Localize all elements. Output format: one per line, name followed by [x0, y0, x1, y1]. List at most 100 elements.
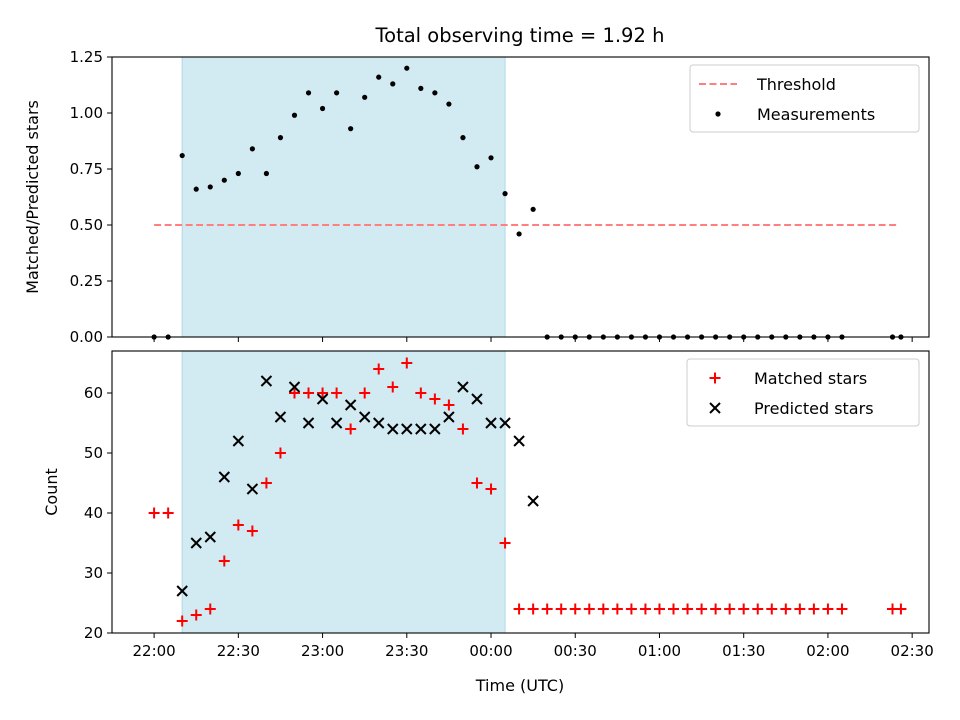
- x-axis-label: Time (UTC): [475, 676, 564, 695]
- data-point: [288, 387, 300, 399]
- data-point: [303, 387, 315, 399]
- data-point: [766, 603, 778, 615]
- y-tick-label: 1.00: [70, 104, 103, 122]
- data-point: [822, 603, 834, 615]
- x-tick-label: 02:00: [806, 642, 849, 660]
- data-point: [530, 206, 536, 212]
- data-point: [358, 411, 371, 423]
- legend-label: Threshold: [756, 75, 836, 94]
- legend-handle: [709, 402, 721, 414]
- data-point: [344, 399, 357, 411]
- x-tick-label: 22:00: [132, 642, 175, 660]
- chart-title: Total observing time = 1.92 h: [375, 24, 665, 47]
- data-point: [274, 447, 286, 459]
- data-point: [148, 507, 160, 519]
- data-point: [583, 603, 595, 615]
- y-tick-label: 50: [84, 444, 103, 462]
- data-point: [179, 152, 185, 159]
- series-1: [176, 375, 539, 597]
- data-point: [499, 537, 511, 549]
- data-point: [404, 65, 410, 71]
- y-tick-label: 0.00: [70, 328, 103, 346]
- data-point: [246, 483, 259, 495]
- x-tick-label: 23:00: [301, 642, 344, 660]
- data-point: [316, 393, 329, 405]
- data-point: [190, 609, 202, 621]
- data-point: [639, 603, 651, 615]
- data-point: [429, 423, 441, 435]
- legend-handle: [709, 372, 721, 384]
- data-point: [527, 495, 539, 507]
- data-point: [474, 164, 480, 170]
- y-tick-label: 0.50: [70, 216, 103, 234]
- data-point: [218, 471, 231, 483]
- data-point: [305, 90, 312, 96]
- legend-label: Measurements: [757, 105, 875, 124]
- data-point: [362, 94, 368, 100]
- data-point: [331, 387, 343, 399]
- data-point: [359, 387, 371, 399]
- data-point: [204, 531, 216, 543]
- x-tick-label: 22:30: [217, 642, 260, 660]
- y-tick-label: 0.25: [70, 272, 103, 290]
- data-point: [485, 483, 497, 495]
- data-point: [387, 381, 399, 393]
- data-point: [555, 603, 567, 615]
- y-axis-label: Count: [42, 468, 61, 516]
- ratio-panel: 0.00 0.25 0.50 0.75 1.00 1.25 Matched/Predicte…: [23, 48, 930, 346]
- data-point: [176, 615, 188, 627]
- y-tick-label: 20: [84, 624, 103, 642]
- data-point: [611, 603, 623, 615]
- data-point: [432, 90, 438, 96]
- data-point: [176, 585, 188, 597]
- data-point: [232, 519, 244, 531]
- data-point: [190, 537, 202, 549]
- data-point: [390, 81, 396, 87]
- data-point: [260, 477, 272, 489]
- legend: Threshold Measurements: [689, 64, 920, 133]
- data-point: [274, 411, 287, 423]
- x-tick-label: 00:00: [469, 642, 512, 660]
- data-point: [373, 363, 385, 375]
- data-point: [738, 603, 750, 615]
- data-point: [443, 411, 455, 423]
- data-point: [263, 170, 270, 177]
- count-panel: 20 30 40 50 60 22:00 22:30 23:00 23:30 00:00 00:30…: [42, 350, 934, 660]
- data-point: [710, 603, 722, 615]
- data-point: [204, 603, 216, 615]
- y-tick-label: 30: [84, 564, 103, 582]
- data-point: [516, 231, 522, 237]
- data-point: [401, 357, 413, 369]
- data-point: [724, 603, 736, 615]
- legend-handle: [715, 111, 721, 117]
- data-point: [348, 126, 354, 132]
- data-point: [794, 603, 806, 615]
- data-point: [625, 603, 637, 615]
- observing-window-shade: [181, 56, 506, 338]
- data-point: [668, 603, 680, 615]
- data-point: [387, 423, 399, 435]
- data-point: [291, 112, 298, 118]
- y-tick-label: 1.25: [70, 48, 103, 66]
- data-point: [836, 603, 848, 615]
- data-point: [696, 603, 708, 615]
- data-point: [162, 507, 174, 519]
- data-point: [218, 555, 230, 567]
- data-point: [418, 85, 424, 91]
- data-point: [895, 603, 907, 615]
- data-point: [235, 170, 241, 177]
- x-tick-label: 01:30: [722, 642, 765, 660]
- data-point: [246, 525, 258, 537]
- series-0: [148, 357, 907, 627]
- legend-label: Predicted stars: [754, 399, 874, 418]
- data-point: [232, 435, 245, 447]
- data-point: [260, 375, 273, 387]
- observing-window-shade: [181, 350, 506, 634]
- axes-frame: [111, 350, 930, 634]
- x-tick-label: 02:30: [891, 642, 934, 660]
- data-point: [682, 603, 694, 615]
- data-point: [345, 423, 357, 435]
- data-point: [513, 435, 525, 447]
- data-point: [193, 186, 199, 192]
